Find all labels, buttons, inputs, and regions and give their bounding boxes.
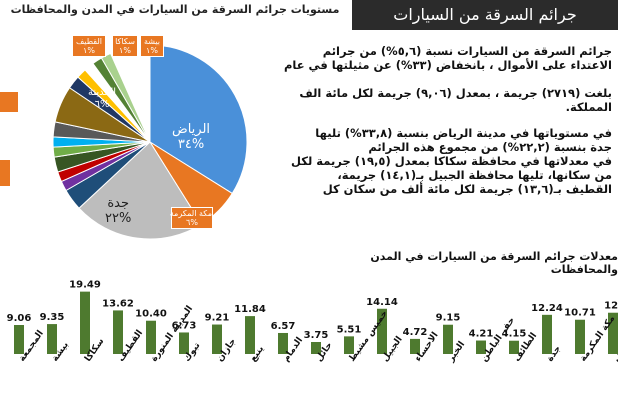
bar xyxy=(344,336,354,354)
paragraph-line: جدة بنسبة (٢٢,٢%) من مجموع هذه الجرائم xyxy=(368,140,612,154)
bar-value-label: 19.49 xyxy=(69,280,101,291)
pie-chart xyxy=(52,44,248,240)
bar xyxy=(179,332,189,354)
bar xyxy=(212,324,222,354)
bar-value-label: 13.62 xyxy=(102,298,134,309)
paragraph-line: المملكة. xyxy=(565,100,612,114)
pie-label-riyadh: الرياض %٣٤ xyxy=(172,122,210,152)
bar-value-label: 4.21 xyxy=(469,329,494,340)
bar-value-label: 4.15 xyxy=(502,329,527,340)
bar xyxy=(608,312,618,354)
bar-value-label: 9.35 xyxy=(40,312,65,323)
bar-value-label: 3.75 xyxy=(304,330,329,341)
paragraph-line: القطيف بـ(١٣,٦) جريمة لكل مائة ألف من سك… xyxy=(322,182,612,196)
paragraph-3: في مستوياتها في مدينة الرياض بنسبة (٣٣,٨… xyxy=(291,126,612,196)
bar-value-label: 9.21 xyxy=(205,313,230,324)
pie-label-madinah-name: المدينة xyxy=(88,87,117,98)
pie-label-bisha-pct: %١ xyxy=(146,46,158,55)
bar xyxy=(542,314,552,354)
bar-value-label: 12.24 xyxy=(531,303,563,314)
bar-value-label: 9.15 xyxy=(436,313,461,324)
bar xyxy=(443,324,453,354)
bar-value-label: 5.51 xyxy=(337,324,362,335)
bar-chart-title: معدلات جرائم السرقة من السيارات في المدن… xyxy=(370,250,618,276)
bar xyxy=(278,332,288,354)
pie-label-sakaka-pct: %١ xyxy=(119,46,131,55)
bar xyxy=(311,342,321,354)
bar xyxy=(410,338,420,354)
pie-chart-title: مستويات جرائم السرقة من السيارات في المد… xyxy=(10,3,340,16)
pie-label-jeddah: جدة %٢٢ xyxy=(105,196,131,226)
pie-label-bisha-name: بيشة xyxy=(143,37,161,46)
pie-label-riyadh-pct: %٣٤ xyxy=(177,137,205,152)
header-bar xyxy=(352,0,618,30)
paragraph-line: بلغت (٢٧١٩) جريمة ، بمعدل (٩,٠٦) جريمة ل… xyxy=(299,86,612,100)
bar-value-label: 10.71 xyxy=(564,308,596,319)
bar xyxy=(509,340,519,354)
bar xyxy=(146,320,156,354)
pie-label-sakaka: سكاكا %١ xyxy=(112,35,138,57)
paragraph-line: في مستوياتها في مدينة الرياض بنسبة (٣٣,٨… xyxy=(315,126,612,140)
bar-value-label: 12. xyxy=(604,301,618,312)
pie-label-qatif-name: القطيف xyxy=(76,37,102,46)
bar xyxy=(113,310,123,354)
cropped-label-box xyxy=(0,92,18,112)
bar xyxy=(80,291,90,354)
pie-slice-jeddah xyxy=(78,141,203,240)
pie-label-makkah: مكة المكرمة %٦ xyxy=(169,207,213,229)
pie-label-sakaka-name: سكاكا xyxy=(115,37,135,46)
paragraph-line: من سكانها، تليها محافظة الجبيل بـ(١٤,١) … xyxy=(337,168,612,182)
paragraph-2: بلغت (٢٧١٩) جريمة ، بمعدل (٩,٠٦) جريمة ل… xyxy=(299,86,612,114)
page-title: جرائم السرقة من السيارات xyxy=(393,5,577,24)
bar-value-label: 9.06 xyxy=(7,313,32,324)
bar xyxy=(575,319,585,354)
bar-value-label: 6.57 xyxy=(271,321,296,332)
pie-label-riyadh-name: الرياض xyxy=(172,122,211,137)
pie-label-makkah-pct: %٦ xyxy=(186,218,198,227)
cropped-label-box xyxy=(0,160,10,186)
paragraph-line: الاعتداء على الأموال ، بانخفاض (٣٣%) عن … xyxy=(283,58,612,72)
paragraph-line: جرائم السرقة من السيارات نسبة (٥,٦%) من … xyxy=(322,44,612,58)
bar xyxy=(377,308,387,354)
bar-value-label: 11.84 xyxy=(234,304,266,315)
paragraph-1: جرائم السرقة من السيارات نسبة (٥,٦%) من … xyxy=(284,44,612,72)
pie-label-madinah: المدينة %٦ xyxy=(88,87,116,111)
pie-label-jeddah-name: جدة xyxy=(107,196,129,211)
bar xyxy=(245,316,255,354)
bar-value-label: 4.72 xyxy=(403,327,428,338)
pie-label-bisha: بيشة %١ xyxy=(140,35,164,57)
pie-label-qatif-pct: %١ xyxy=(83,46,95,55)
bar-value-label: 14.14 xyxy=(366,297,398,308)
pie-label-makkah-name: مكة المكرمة xyxy=(169,209,212,218)
paragraph-line: في معدلاتها في محافظة سكاكا بمعدل (١٩,٥)… xyxy=(291,154,612,168)
bar-value-label: 6.73 xyxy=(172,320,197,331)
bar xyxy=(476,340,486,354)
bar xyxy=(47,324,57,354)
pie-label-madinah-pct: %٦ xyxy=(94,99,110,110)
pie-label-qatif: القطيف %١ xyxy=(72,35,106,57)
pie-slice-riyadh xyxy=(149,44,248,195)
pie-label-jeddah-pct: %٢٢ xyxy=(105,211,132,226)
bar-value-label: 10.40 xyxy=(135,309,167,320)
bar xyxy=(14,325,24,354)
